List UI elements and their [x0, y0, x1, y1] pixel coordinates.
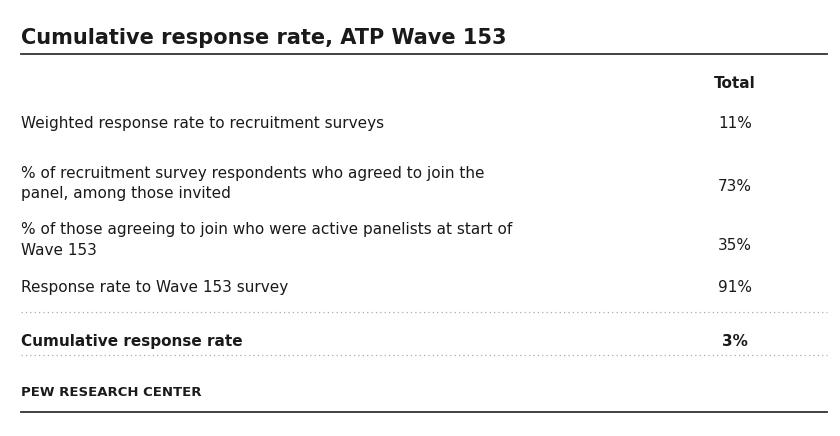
- Text: 91%: 91%: [718, 280, 752, 295]
- Text: % of those agreeing to join who were active panelists at start of
Wave 153: % of those agreeing to join who were act…: [21, 222, 512, 258]
- Text: Response rate to Wave 153 survey: Response rate to Wave 153 survey: [21, 280, 288, 295]
- Text: Weighted response rate to recruitment surveys: Weighted response rate to recruitment su…: [21, 116, 384, 130]
- Text: 3%: 3%: [722, 334, 748, 348]
- Text: 11%: 11%: [718, 116, 752, 130]
- Text: 35%: 35%: [718, 238, 752, 252]
- Text: 73%: 73%: [718, 179, 752, 194]
- Text: Cumulative response rate, ATP Wave 153: Cumulative response rate, ATP Wave 153: [21, 28, 507, 48]
- Text: Cumulative response rate: Cumulative response rate: [21, 334, 243, 348]
- Text: PEW RESEARCH CENTER: PEW RESEARCH CENTER: [21, 386, 202, 399]
- Text: % of recruitment survey respondents who agreed to join the
panel, among those in: % of recruitment survey respondents who …: [21, 166, 485, 201]
- Text: Total: Total: [714, 76, 756, 91]
